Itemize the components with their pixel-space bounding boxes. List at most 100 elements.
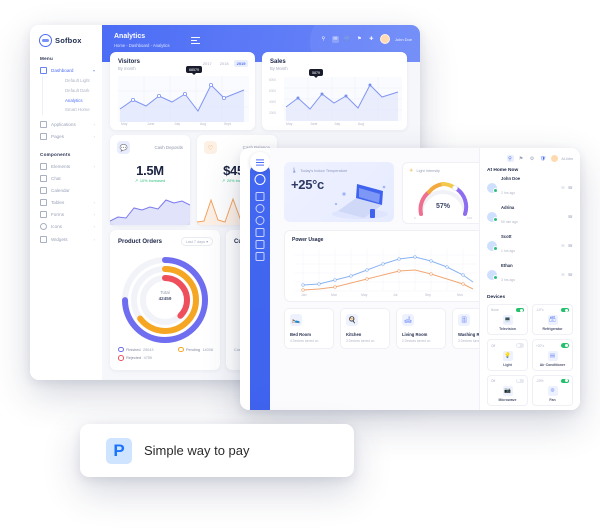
- year-tab-2018[interactable]: 2018: [219, 61, 229, 66]
- at-home-title: At Home Now: [487, 168, 519, 173]
- room-status: 4 Devices turned on: [290, 338, 319, 343]
- right-panel-toolbar: ⚲ ⚑ ⚙ 🛡 At John: [480, 148, 580, 162]
- smart-home-rail: [250, 166, 270, 410]
- brand-logo-icon: [39, 34, 52, 47]
- header-user-name: John Doe: [394, 36, 412, 42]
- person-actions: ✉ ☎: [561, 272, 573, 277]
- cash-deposits-card: 💬 Cash Deposits 1.5M ↗ 10% Increased: [110, 135, 190, 225]
- person-row[interactable]: Scott 1 hrs ago ✉ ☎: [487, 231, 573, 260]
- message-icon[interactable]: ✉: [561, 185, 565, 190]
- sidebar-item-applications[interactable]: Applications ›: [30, 119, 102, 131]
- card-subtitle: By month: [118, 66, 136, 71]
- room-name: Kitchen: [346, 332, 362, 337]
- x-tick-label: May: [121, 122, 128, 126]
- settings-icon[interactable]: ⚙: [529, 155, 535, 162]
- person-row[interactable]: Adrina 50 min ago ☎: [487, 202, 573, 231]
- device-status: Off: [491, 343, 496, 348]
- device-toggle[interactable]: [561, 308, 569, 313]
- person-time: 1 hrs ago: [501, 249, 516, 253]
- stat-change-label: 20% Increased: [226, 178, 252, 183]
- sun-icon: ☀: [409, 168, 414, 174]
- sidebar-toggle-button[interactable]: [191, 37, 200, 44]
- sidebar-item-calendar[interactable]: Calendar: [30, 184, 102, 196]
- temperature-value: +25°c: [291, 177, 324, 192]
- message-icon[interactable]: ✉: [561, 272, 565, 277]
- call-icon[interactable]: ☎: [567, 243, 573, 248]
- book-icon[interactable]: [255, 228, 265, 237]
- device-toggle[interactable]: [516, 378, 524, 384]
- call-icon[interactable]: ☎: [567, 214, 573, 219]
- user-icon[interactable]: [255, 252, 265, 261]
- device-toggle[interactable]: [516, 343, 524, 348]
- x-tick-label: Aug: [358, 122, 365, 126]
- legend-dot-icon: [177, 346, 184, 353]
- visitors-card: Visitors By month 2017 2018 2019: [110, 52, 255, 130]
- brand[interactable]: Sofbox: [30, 25, 102, 47]
- device-card-microwave[interactable]: Off 📷 Microwave: [487, 374, 528, 407]
- sidebar-item-dashboard[interactable]: Dashboard ▾: [30, 64, 102, 76]
- sales-line-chart: [284, 77, 402, 121]
- bell-icon[interactable]: ⚑: [518, 155, 524, 162]
- sidebar-item-icons[interactable]: Icons ›: [30, 221, 102, 233]
- light-value: 57%: [435, 203, 450, 210]
- person-row[interactable]: Ethan 3 hrs ago ✉ ☎: [487, 260, 573, 289]
- call-icon[interactable]: ☎: [567, 272, 573, 277]
- sidebar-item-chat[interactable]: Chat: [30, 172, 102, 184]
- sidebar-subitem-default-light[interactable]: Default Light: [65, 78, 90, 84]
- sidebar-subitem-analytics[interactable]: Analytics: [65, 97, 83, 103]
- device-card-fan[interactable]: -20% ❊ Fan: [532, 374, 573, 407]
- search-icon[interactable]: ⚲: [321, 36, 326, 42]
- sidebar-item-tables[interactable]: Tables ›: [30, 197, 102, 209]
- bed-icon: 🛌: [290, 314, 302, 326]
- avatar[interactable]: [550, 155, 558, 162]
- gauge-min-label: 0: [414, 216, 416, 220]
- device-card-light[interactable]: Off 💡 Light: [487, 339, 528, 371]
- search-icon[interactable]: ⚲: [506, 155, 514, 162]
- y-tick-label: 8000: [269, 78, 277, 82]
- shield-icon[interactable]: 🛡: [539, 155, 547, 162]
- cart-icon[interactable]: 🛒: [344, 36, 351, 42]
- pages-icon: [40, 133, 47, 141]
- orders-filter-label: Last 7 days: [185, 240, 206, 244]
- home-icon[interactable]: [255, 192, 265, 201]
- sidebar-subitem-smart-home[interactable]: Smart Home: [65, 107, 90, 113]
- call-icon[interactable]: ☎: [567, 185, 573, 190]
- grid-icon[interactable]: [255, 240, 265, 249]
- smart-home-window: 🌡 Today's Indoor Temperature +25°c: [240, 148, 580, 410]
- room-card-kitchen[interactable]: 🍳 Kitchen 3 Devices turned on: [340, 308, 390, 349]
- sidebar-item-pages[interactable]: Pages ›: [30, 131, 102, 143]
- year-tab-2019[interactable]: 2019: [234, 60, 248, 67]
- room-name: Living Room: [402, 332, 428, 337]
- ac-icon: ▤: [547, 350, 558, 361]
- room-card-bed-room[interactable]: 🛌 Bed Room 4 Devices turned on: [284, 308, 334, 349]
- avatar[interactable]: [379, 34, 390, 44]
- device-toggle[interactable]: [561, 378, 569, 384]
- mail-icon[interactable]: ✉: [331, 35, 339, 43]
- clock-icon[interactable]: [255, 216, 265, 225]
- person-row[interactable]: John Doe 2 hrs ago ✉ ☎: [487, 173, 573, 202]
- bell-icon[interactable]: ⚑: [357, 36, 362, 42]
- device-toggle[interactable]: [516, 308, 524, 313]
- sidebar-item-forms[interactable]: Forms ›: [30, 209, 102, 221]
- rail-menu-button[interactable]: [250, 152, 270, 172]
- product-orders-card: Product Orders Last 7 days ▾ Total 42459: [110, 230, 220, 370]
- devices-title: Devices: [487, 295, 506, 300]
- device-card-refrigerator[interactable]: -10°c 🗃 Refrigerator: [532, 304, 573, 336]
- device-card-television[interactable]: None 💻 Television: [487, 304, 528, 336]
- legend-item-rejected: Rejected 4759: [118, 355, 213, 361]
- rail-logo-icon[interactable]: [254, 174, 266, 185]
- room-card-living-room[interactable]: 🛋 Living Room 2 Devices turned on: [396, 308, 446, 349]
- temperature-label: Today's Indoor Temperature: [300, 169, 348, 173]
- sidebar-subitem-default-dark[interactable]: Default Dark: [65, 88, 90, 94]
- device-toggle[interactable]: [561, 343, 569, 348]
- sidebar-item-elements[interactable]: Elements ›: [30, 160, 102, 172]
- chat-icon[interactable]: [255, 204, 265, 213]
- year-tab-2017[interactable]: 2017: [202, 61, 212, 66]
- sidebar-item-widgets[interactable]: Widgets ›: [30, 233, 102, 245]
- donut-center-value: 42459: [158, 296, 172, 301]
- device-card-air-conditioner[interactable]: +20°c ▤ Air Conditioner: [532, 339, 573, 371]
- right-panel-user-name: At John: [561, 156, 574, 161]
- message-icon[interactable]: ✉: [561, 243, 565, 248]
- orders-filter-dropdown[interactable]: Last 7 days ▾: [180, 237, 213, 246]
- settings-icon[interactable]: ✚: [369, 36, 374, 42]
